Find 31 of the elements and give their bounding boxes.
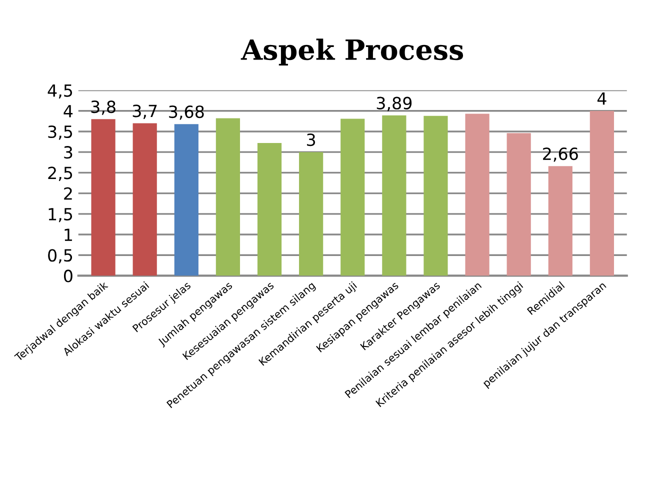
y-tick-label: 4 (64, 105, 73, 118)
bar (174, 124, 198, 276)
bar (382, 115, 406, 276)
data-label: 3,89 (376, 96, 412, 112)
bar (299, 152, 324, 276)
bar (132, 123, 157, 276)
bar (91, 119, 116, 276)
y-tick-label: 2,5 (48, 166, 72, 181)
data-label: 3,8 (91, 100, 116, 115)
bar (590, 110, 614, 276)
data-label: 3 (307, 133, 316, 146)
bar (465, 114, 490, 276)
bar (257, 143, 282, 276)
y-tick-label: 0 (64, 270, 72, 282)
bar (340, 118, 365, 276)
data-label: 3,68 (169, 105, 204, 120)
y-tick-label: 3,5 (48, 125, 72, 140)
bar (424, 116, 448, 276)
bar (216, 118, 240, 276)
data-label: 3,7 (132, 104, 157, 119)
y-tick-label: 1 (64, 228, 72, 241)
y-tick-label: 1,5 (48, 208, 72, 222)
bar (548, 166, 572, 276)
chart-title: Aspek Process (240, 38, 464, 66)
data-label: 2,66 (543, 147, 578, 162)
data-label: 4 (597, 92, 606, 105)
y-tick-label: 0,5 (48, 249, 72, 264)
bar (506, 133, 531, 276)
y-tick-label: 2 (64, 187, 72, 200)
y-tick-label: 4,5 (48, 84, 72, 99)
y-tick-label: 3 (64, 146, 72, 159)
